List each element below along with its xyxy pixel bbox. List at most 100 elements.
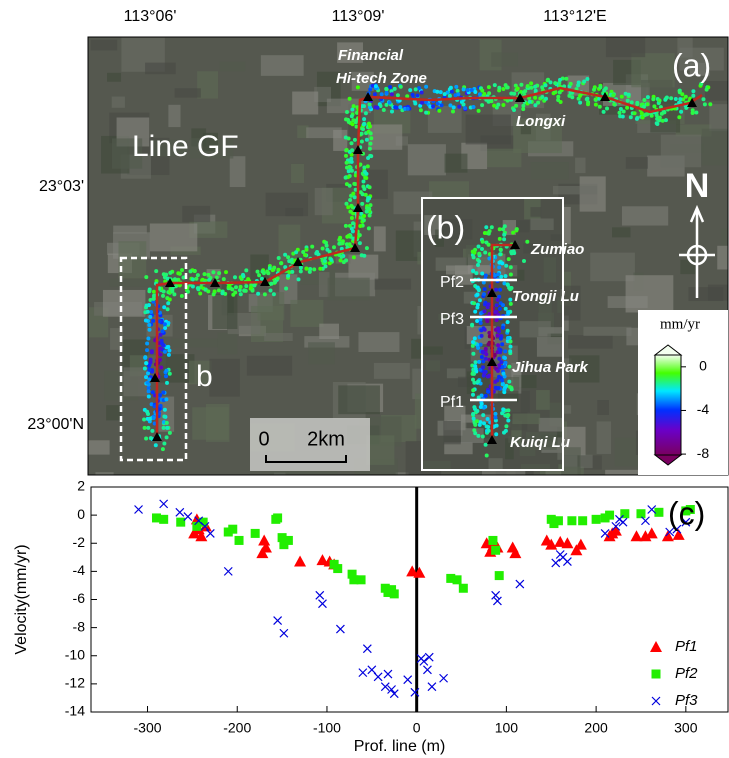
ps-point xyxy=(325,247,330,252)
y-tick-label: -12 xyxy=(65,675,85,691)
ps-point xyxy=(435,89,440,94)
y-tick-label: 2 xyxy=(77,478,85,494)
point xyxy=(645,527,658,539)
terrain xyxy=(306,127,342,139)
point xyxy=(316,554,329,566)
terrain xyxy=(520,125,532,135)
terrain xyxy=(90,39,118,51)
point xyxy=(205,528,215,538)
terrain xyxy=(543,257,557,283)
ps-point xyxy=(347,223,352,228)
ps-point xyxy=(167,297,172,302)
ps-point xyxy=(456,92,461,97)
terrain xyxy=(110,328,123,350)
ps-point xyxy=(368,124,372,129)
ps-point xyxy=(166,301,171,306)
ps-point xyxy=(142,417,147,422)
ps-point xyxy=(212,289,217,294)
ps-point xyxy=(186,289,190,294)
ps-point xyxy=(475,305,480,310)
ps-point xyxy=(346,169,351,174)
ps-point xyxy=(147,327,152,332)
ps-point xyxy=(418,103,423,108)
ps-point xyxy=(290,257,294,262)
ps-point xyxy=(498,348,503,352)
north-arrow xyxy=(679,204,715,298)
ps-point xyxy=(688,96,693,101)
ps-point xyxy=(502,224,507,229)
ps-point xyxy=(601,109,606,114)
point xyxy=(373,672,383,682)
ps-point xyxy=(504,263,509,268)
terrain xyxy=(520,390,530,413)
ps-point xyxy=(194,276,199,281)
ps-point xyxy=(351,191,356,196)
ps-point xyxy=(367,102,372,107)
ps-point xyxy=(179,294,184,298)
terrain xyxy=(270,467,289,475)
ps-point xyxy=(639,111,644,116)
ps-point xyxy=(487,91,492,96)
ps-point xyxy=(473,367,478,371)
y-tick-label: -8 xyxy=(73,618,86,634)
station xyxy=(350,243,360,252)
ps-point xyxy=(256,291,261,296)
ps-point xyxy=(151,296,156,301)
ps-point xyxy=(146,336,151,341)
lon-label: 113°06' xyxy=(124,8,177,25)
ps-point xyxy=(151,289,156,294)
ps-point xyxy=(471,412,476,416)
ps-point xyxy=(216,288,221,293)
line-label: Line GF xyxy=(132,130,239,163)
point xyxy=(403,675,413,685)
station xyxy=(600,92,610,101)
point xyxy=(491,545,501,555)
ps-point xyxy=(283,252,288,257)
ps-point xyxy=(249,285,253,290)
ps-point xyxy=(389,89,394,94)
terrain xyxy=(641,79,673,101)
terrain xyxy=(569,355,600,383)
terrain xyxy=(422,460,451,470)
terrain xyxy=(444,442,473,455)
ps-point xyxy=(642,104,646,109)
point xyxy=(641,516,650,526)
station xyxy=(487,435,497,444)
ps-point xyxy=(369,136,374,141)
ps-point xyxy=(162,414,167,419)
ps-point xyxy=(475,319,480,323)
ps-point xyxy=(497,363,502,368)
point xyxy=(283,535,293,545)
ps-point xyxy=(454,84,459,89)
ps-point xyxy=(476,433,481,438)
ps-point xyxy=(157,319,162,324)
ps-point xyxy=(592,87,596,92)
ps-point xyxy=(618,114,623,119)
ps-point xyxy=(480,239,485,244)
terrain xyxy=(209,358,240,397)
ps-point xyxy=(598,85,603,90)
ps-point xyxy=(497,265,502,270)
station-label: Kuiqi Lu xyxy=(510,434,570,451)
terrain xyxy=(95,472,114,475)
ps-point xyxy=(618,107,623,111)
point xyxy=(389,589,399,599)
ps-point xyxy=(482,92,487,96)
ps-point xyxy=(505,98,510,103)
ps-point xyxy=(320,246,325,251)
ps-point xyxy=(366,156,371,160)
point xyxy=(294,555,307,567)
ps-point xyxy=(384,86,389,91)
ps-point xyxy=(332,245,336,250)
ps-point xyxy=(398,84,403,89)
ps-point xyxy=(471,377,475,382)
ps-point xyxy=(361,127,365,132)
ps-point xyxy=(145,409,150,414)
ps-point xyxy=(352,195,357,200)
ps-point xyxy=(167,348,172,353)
ps-point xyxy=(503,274,508,279)
ps-point xyxy=(507,364,512,369)
ps-point xyxy=(298,269,303,274)
ps-point xyxy=(645,95,650,100)
ps-point xyxy=(476,379,481,384)
